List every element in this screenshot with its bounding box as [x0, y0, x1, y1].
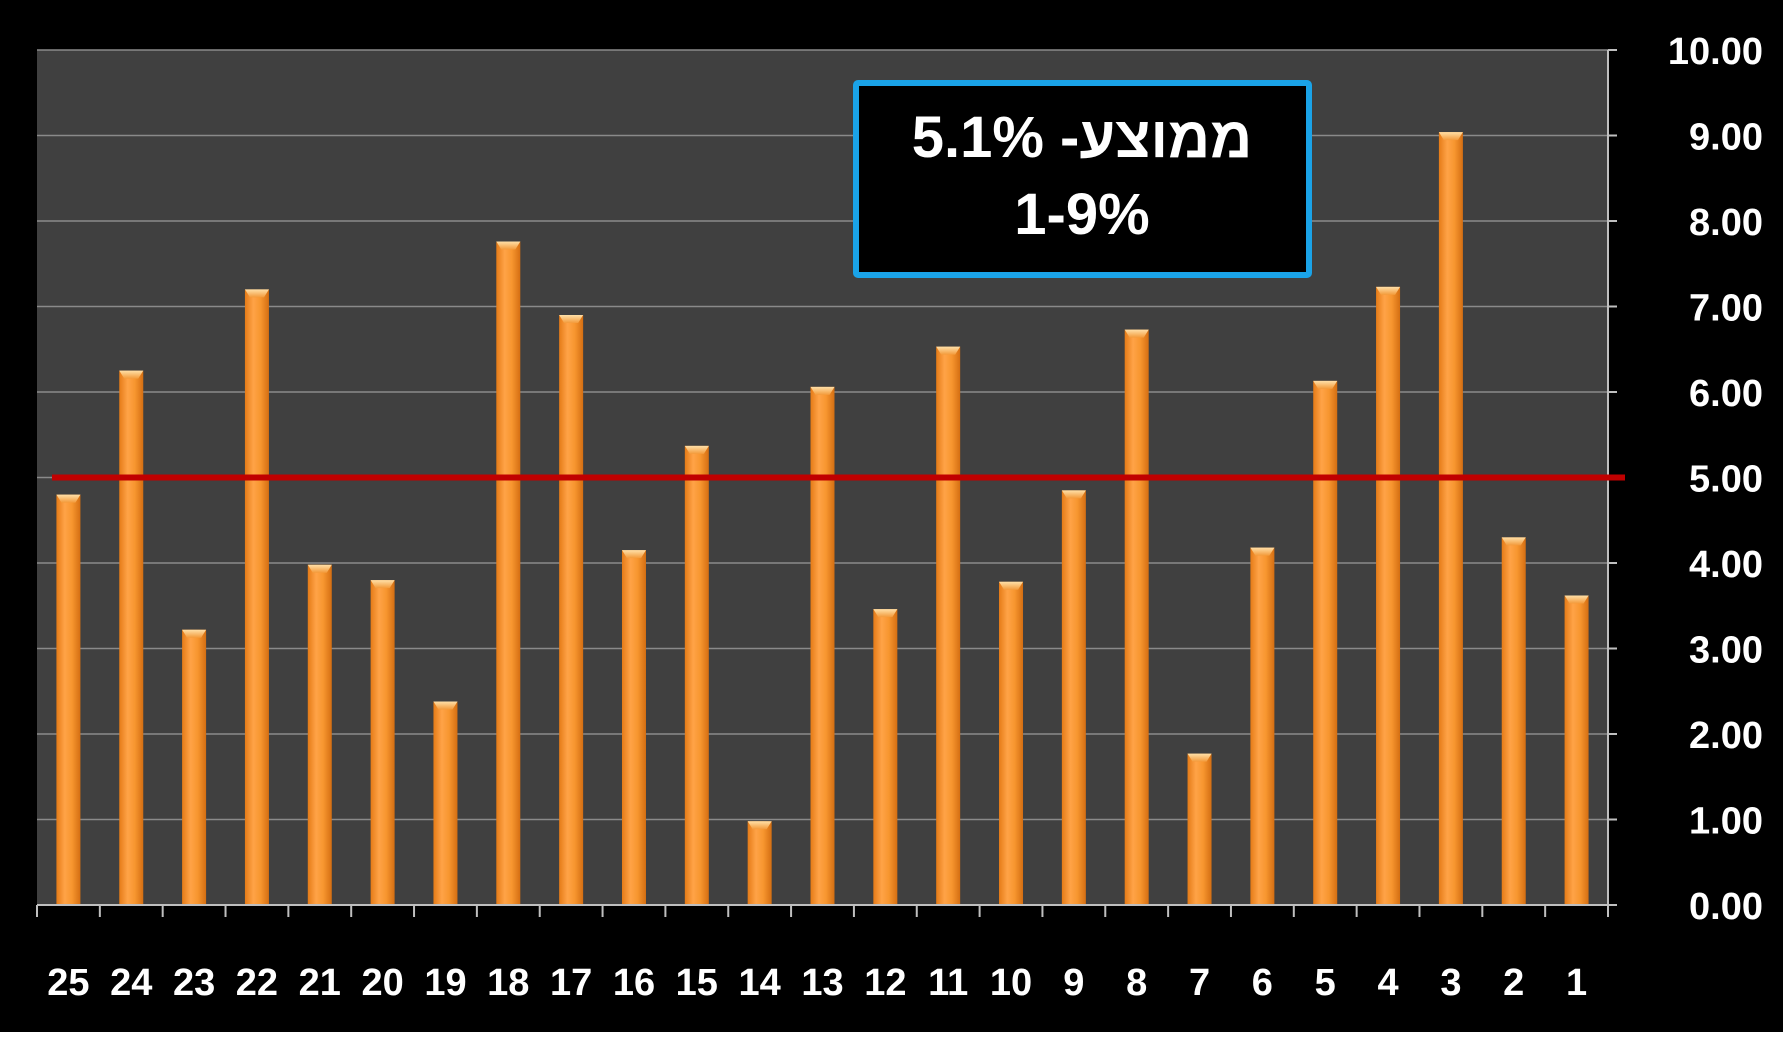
bar [370, 580, 395, 905]
x-tick-label: 11 [928, 962, 968, 1004]
x-tick-label: 22 [236, 962, 278, 1004]
bar-cap [1250, 547, 1275, 556]
bar-cap [1501, 537, 1526, 546]
x-tick-label: 18 [487, 962, 529, 1004]
annotation-line-2: 1-9% [1014, 182, 1149, 247]
bar-cap [999, 581, 1024, 590]
y-tick-label: 5.00 [1689, 459, 1763, 501]
bar [559, 315, 584, 905]
bar-cap [559, 315, 584, 324]
y-tick-label: 6.00 [1689, 373, 1763, 415]
x-tick-label: 21 [299, 962, 341, 1004]
x-tick-label: 8 [1126, 962, 1147, 1004]
bar [119, 370, 144, 905]
bar [1564, 595, 1589, 905]
x-tick-label: 14 [739, 962, 781, 1004]
y-tick-label: 4.00 [1689, 544, 1763, 586]
bar-cap [182, 629, 207, 638]
bar-cap [433, 701, 458, 710]
bar [1376, 286, 1401, 906]
bar [1501, 537, 1526, 905]
bar-cap [1313, 380, 1338, 389]
bar [1124, 329, 1149, 906]
bar-cap [307, 564, 332, 573]
x-tick-label: 2 [1503, 962, 1524, 1004]
bar [936, 346, 961, 905]
bar-cap [370, 580, 395, 589]
bar [1250, 547, 1275, 905]
bar-cap [621, 550, 646, 559]
bar [684, 445, 709, 905]
bar-cap [873, 609, 898, 618]
x-tick-label: 17 [550, 962, 592, 1004]
x-tick-label: 1 [1566, 962, 1587, 1004]
bar [873, 609, 898, 905]
x-tick-label: 19 [424, 962, 466, 1004]
bar [433, 701, 458, 905]
y-tick-label: 10.00 [1668, 31, 1763, 73]
x-tick-label: 15 [676, 962, 718, 1004]
x-tick-label: 3 [1440, 962, 1461, 1004]
x-tick-label: 9 [1063, 962, 1084, 1004]
y-tick-label: 7.00 [1689, 288, 1763, 330]
bar [1313, 380, 1338, 905]
bar-cap [747, 821, 772, 830]
annotation-box: ממוצע- 5.1% 1-9% [853, 80, 1312, 278]
y-tick-label: 0.00 [1689, 886, 1763, 928]
bar [1061, 490, 1086, 905]
x-tick-label: 16 [613, 962, 655, 1004]
y-tick-label: 3.00 [1689, 630, 1763, 672]
bar [1187, 753, 1212, 905]
y-tick-label: 2.00 [1689, 715, 1763, 757]
annotation-line-1: ממוצע- 5.1% [912, 105, 1253, 170]
y-tick-label: 1.00 [1689, 801, 1763, 843]
x-tick-label: 25 [47, 962, 89, 1004]
x-tick-label: 24 [110, 962, 152, 1004]
annotation-frame [853, 80, 1312, 278]
y-tick-label: 8.00 [1689, 202, 1763, 244]
x-tick-label: 7 [1189, 962, 1210, 1004]
x-tick-label: 12 [864, 962, 906, 1004]
x-tick-label: 13 [801, 962, 843, 1004]
bar-cap [1061, 490, 1086, 499]
bar [810, 386, 835, 905]
bar [307, 564, 332, 905]
bar [621, 550, 646, 905]
x-tick-label: 4 [1377, 962, 1398, 1004]
bar-cap [1376, 286, 1401, 295]
x-tick-label: 10 [990, 962, 1032, 1004]
bar [747, 821, 772, 905]
bar [496, 241, 521, 905]
bar-cap [1187, 753, 1212, 762]
bar [56, 494, 81, 905]
bar-cap [684, 445, 709, 454]
bar-cap [244, 289, 269, 298]
x-tick-label: 5 [1315, 962, 1336, 1004]
bar-cap [496, 241, 521, 250]
bar-cap [810, 386, 835, 395]
bar-cap [1124, 329, 1149, 338]
bar [999, 581, 1024, 905]
x-tick-label: 23 [173, 962, 215, 1004]
bar-cap [1564, 595, 1589, 604]
bar-cap [119, 370, 144, 379]
x-tick-label: 20 [361, 962, 403, 1004]
bar-cap [56, 494, 81, 503]
bar [1438, 132, 1463, 905]
bar-cap [936, 346, 961, 355]
bar [244, 289, 269, 905]
bar [182, 629, 207, 905]
bar-cap [1438, 132, 1463, 141]
x-tick-label: 6 [1252, 962, 1273, 1004]
y-tick-label: 9.00 [1689, 117, 1763, 159]
